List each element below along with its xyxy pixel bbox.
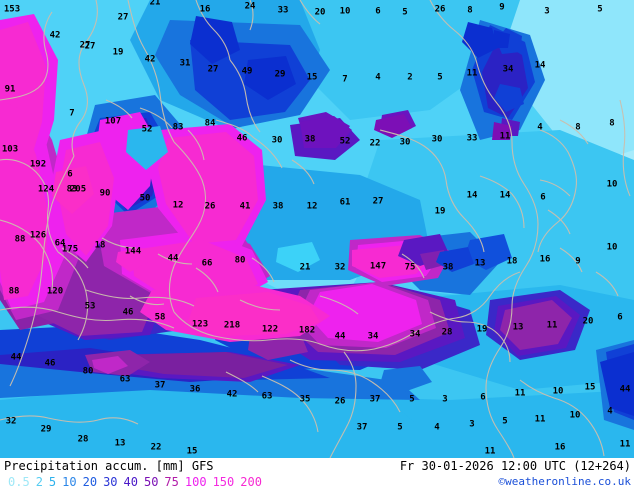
band-150-left [0,100,48,300]
legend-stop-100[interactable]: 100 [184,475,207,489]
legend-stop-30[interactable]: 30 [103,475,118,489]
footer: Precipitation accum. [mm] GFS Fr 30-01-2… [0,458,634,490]
color-scale-legend[interactable]: 0.5 2 5 10 20 30 40 50 75 100 150 200 [8,475,262,489]
pocket-bright [276,242,320,272]
legend-stop-5[interactable]: 5 [48,475,57,489]
band-100-c2 [308,284,422,342]
legend-stop-0.5[interactable]: 0.5 [8,475,30,489]
pocket-m1 [116,248,148,272]
legend-stop-200[interactable]: 200 [240,475,262,489]
pocket-lowblue [380,366,432,392]
coastlines [0,0,631,458]
legend-stop-2[interactable]: 2 [35,475,43,489]
legend-stop-10[interactable]: 10 [62,475,77,489]
valid-datetime: Fr 30-01-2026 12:00 UTC (12+264) [399,459,631,473]
band-5-bottom [0,385,634,458]
legend-stop-20[interactable]: 20 [82,475,98,489]
legend-stop-50[interactable]: 50 [143,475,159,489]
pocket-mid2 [374,114,412,138]
pocket-rightblue [464,234,512,270]
legend-stop-150[interactable]: 150 [212,475,235,489]
pocket-tr5 [492,122,512,140]
legend-stop-75[interactable]: 75 [164,475,179,489]
pocket-r2 [436,247,474,272]
band-50-strip [116,352,288,378]
pocket-edge [600,352,634,416]
footer-top-row: Precipitation accum. [mm] GFS Fr 30-01-2… [0,458,634,474]
pocket-tr3 [494,84,524,112]
pocket-lowleft2 [92,356,128,374]
legend-stop-40[interactable]: 40 [123,475,138,489]
pocket-mid [300,116,352,148]
band-150-c [158,132,258,244]
copyright-credit: ©weatheronline.co.uk [498,475,631,488]
pocket-lowblue2 [350,410,414,432]
footer-bottom-row: 0.5 2 5 10 20 30 40 50 75 100 150 200 ©weatheronlin… [0,474,634,490]
map-raster [0,0,634,458]
pocket-topblue2 [244,56,296,100]
pocket-lightleft [126,126,168,170]
band-50-right [500,300,572,350]
band-2-top [300,0,520,120]
band-200-core [188,292,320,336]
map-title: Precipitation accum. [mm] GFS [4,459,214,473]
pocket-trdot [494,30,510,48]
precipitation-map[interactable]: 153 27 27 21 16 24 33 20 10 6 5 26 8 9 3 5 91 42 27 19 42 31 2… [0,0,634,458]
